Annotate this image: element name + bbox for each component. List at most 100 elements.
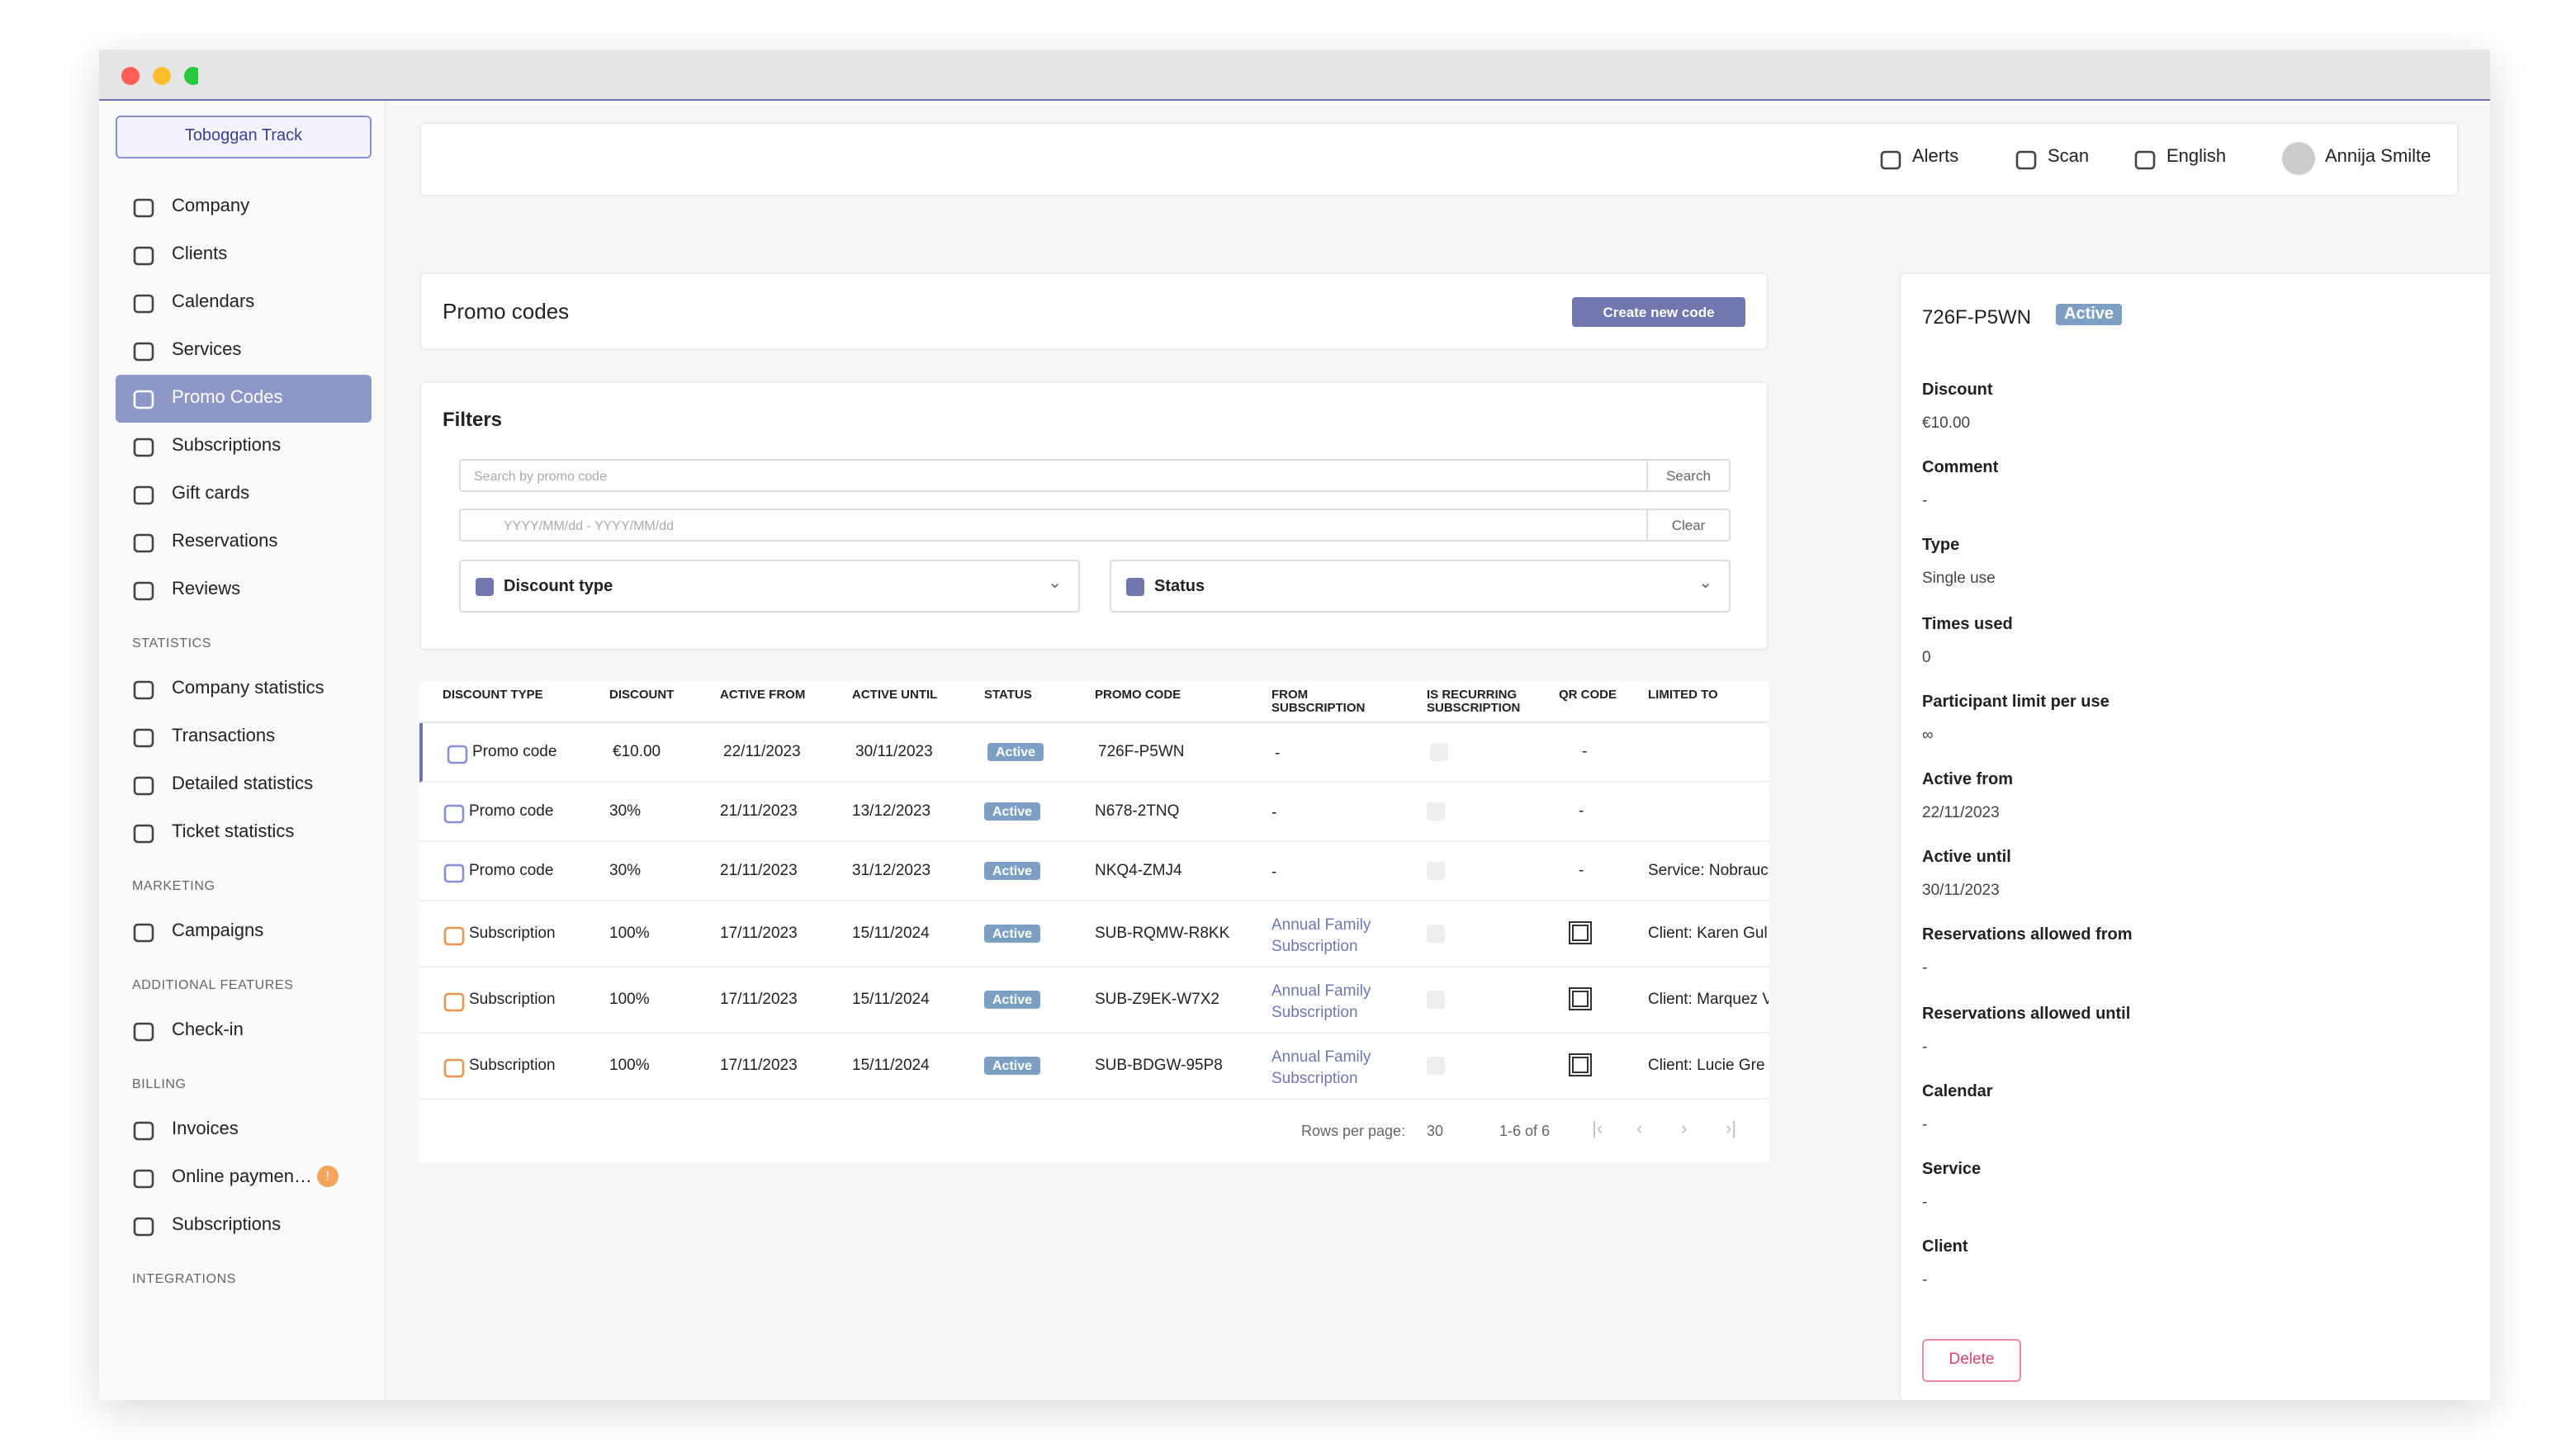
input-button[interactable]: Clear	[1646, 509, 1729, 542]
create-button[interactable]: Create new code	[1572, 297, 1745, 327]
nav-label: Services	[172, 340, 242, 360]
nav-item[interactable]: Invoices	[116, 1106, 372, 1154]
detail-panel: 726F-P5WNActive×Discount€10.00Comment-Ty…	[1899, 272, 2490, 1400]
topbar-alerts[interactable]: Alerts	[1880, 147, 1958, 173]
recurring-checkbox	[1427, 991, 1445, 1009]
cell[interactable]: Annual Family Subscription	[1271, 1048, 1371, 1088]
input-button[interactable]: Search	[1646, 459, 1729, 492]
main: Alerts Scan English Annija Smilte Promo code…	[386, 101, 2490, 1400]
nav-item[interactable]: Reservations	[116, 518, 372, 566]
nav-label: Campaigns	[172, 921, 264, 941]
delete-button[interactable]: Delete	[1922, 1339, 2021, 1382]
table-row[interactable]: Promo code €10.00 22/11/2023 30/11/2023 Acti…	[419, 723, 1769, 783]
cell: 100%	[609, 925, 650, 943]
cell: NKQ4-ZMJ4	[1095, 862, 1182, 880]
field-value: €10.00	[1922, 414, 1971, 433]
nav-item[interactable]: Detailed statistics	[116, 761, 372, 809]
nav-label: Check-in	[172, 1020, 244, 1040]
column-header: DISCOUNT TYPE	[443, 687, 543, 702]
icon	[133, 198, 154, 218]
cell: 31/12/2023	[852, 862, 931, 880]
icon	[133, 824, 154, 844]
page-nav[interactable]: ‹	[1636, 1119, 1643, 1139]
delete-label: Delete	[1949, 1351, 1995, 1369]
page-nav[interactable]: |‹	[1592, 1119, 1603, 1139]
nav-label: Gift cards	[172, 484, 250, 504]
icon	[443, 1058, 465, 1078]
qr-icon	[1569, 921, 1592, 944]
nav-item[interactable]: Ticket statistics	[116, 809, 372, 857]
icon	[133, 1169, 154, 1189]
nav-item[interactable]: Online paymen…!	[116, 1154, 372, 1202]
section-title: BILLING	[132, 1076, 187, 1091]
nav-item[interactable]: Promo Codes	[116, 375, 372, 423]
nav-item[interactable]: Services	[116, 327, 372, 375]
cell: 15/11/2024	[852, 991, 930, 1009]
nav-item[interactable]: Clients	[116, 231, 372, 279]
nav-item[interactable]: Gift cards	[116, 471, 372, 518]
field-value: -	[1922, 1038, 1928, 1057]
cell: 15/11/2024	[852, 1057, 930, 1075]
chevron: ⌄	[1698, 575, 1712, 593]
status-badge: Active	[984, 1057, 1041, 1075]
nav-item[interactable]: Subscriptions	[116, 1202, 372, 1250]
input-field[interactable]: YYYY/MM/dd - YYYY/MM/dd Clear	[459, 509, 1731, 542]
chevron: ⌄	[1048, 575, 1062, 593]
pagination: Rows per page: 30 1-6 of 6 |‹ ‹ › ›|	[419, 1119, 1769, 1146]
table-row[interactable]: Promo code 30% 21/11/2023 31/12/2023 Active N…	[419, 842, 1769, 901]
field-label: Calendar	[1922, 1082, 1993, 1101]
page-nav[interactable]: ›	[1681, 1119, 1688, 1139]
cell[interactable]: Annual Family Subscription	[1271, 982, 1371, 1022]
column-header: FROM SUBSCRIPTION	[1271, 687, 1366, 715]
cell: 15/11/2024	[852, 925, 930, 943]
recurring-checkbox	[1427, 1057, 1445, 1075]
cell: 30/11/2023	[855, 743, 933, 761]
dropdown[interactable]: Status ⌄	[1110, 560, 1731, 613]
table-row[interactable]: Subscription 100% 17/11/2023 15/11/2024 Acti…	[419, 1034, 1769, 1100]
nav-label: Promo Codes	[172, 388, 283, 408]
nav-item[interactable]: Reviews	[116, 566, 372, 614]
nav-item[interactable]: Company statistics	[116, 665, 372, 713]
table-row[interactable]: Promo code 30% 21/11/2023 13/12/2023 Active N…	[419, 783, 1769, 842]
topbar-language[interactable]: English	[2134, 147, 2226, 173]
input-field[interactable]: Search by promo code Search	[459, 459, 1731, 492]
table: DISCOUNT TYPE DISCOUNT ACTIVE FROM ACTIVE U…	[419, 682, 1769, 1162]
cell: -	[1579, 802, 1584, 821]
nav-item[interactable]: Transactions	[116, 713, 372, 761]
cell: Subscription	[469, 925, 556, 943]
filters-card: Filters Search by promo code Search YYYY/MM…	[419, 381, 1769, 651]
filters-title: Filters	[443, 408, 503, 431]
cell: 21/11/2023	[720, 802, 798, 821]
icon	[2134, 150, 2156, 170]
nav-item[interactable]: Check-in	[116, 1007, 372, 1055]
rows-select[interactable]: 30	[1427, 1123, 1444, 1139]
icon	[133, 581, 154, 601]
page-title: Promo codes	[443, 299, 570, 324]
placeholder: YYYY/MM/dd - YYYY/MM/dd	[504, 518, 674, 533]
nav-item[interactable]: Campaigns	[116, 908, 372, 956]
nav-item[interactable]: Subscriptions	[116, 423, 372, 471]
cell: 17/11/2023	[720, 1057, 798, 1075]
org-select[interactable]: Toboggan Track	[116, 116, 372, 158]
cell: 21/11/2023	[720, 862, 798, 880]
topbar-user[interactable]: Annija Smilte	[2282, 142, 2431, 175]
column-header: IS RECURRING SUBSCRIPTION	[1427, 687, 1521, 715]
cell: SUB-RQMW-R8KK	[1095, 925, 1230, 943]
cell[interactable]: Annual Family Subscription	[1271, 916, 1371, 956]
nav-label: Clients	[172, 244, 228, 264]
page-nav[interactable]: ›|	[1726, 1119, 1737, 1139]
topbar-scan[interactable]: Scan	[2015, 147, 2089, 173]
nav-item[interactable]: Calendars	[116, 279, 372, 327]
nav-label: Ticket statistics	[172, 822, 295, 842]
cell: 17/11/2023	[720, 925, 798, 943]
window-controls	[121, 67, 198, 85]
nav-label: Online paymen…	[172, 1167, 312, 1187]
icon	[133, 776, 154, 796]
table-row[interactable]: Subscription 100% 17/11/2023 15/11/2024 Acti…	[419, 901, 1769, 968]
nav-label: Detailed statistics	[172, 774, 314, 794]
field-value: -	[1922, 959, 1928, 978]
field-label: Active from	[1922, 771, 2014, 789]
nav-item[interactable]: Company	[116, 183, 372, 231]
table-row[interactable]: Subscription 100% 17/11/2023 15/11/2024 Acti…	[419, 968, 1769, 1034]
dropdown[interactable]: Discount type ⌄	[459, 560, 1080, 613]
